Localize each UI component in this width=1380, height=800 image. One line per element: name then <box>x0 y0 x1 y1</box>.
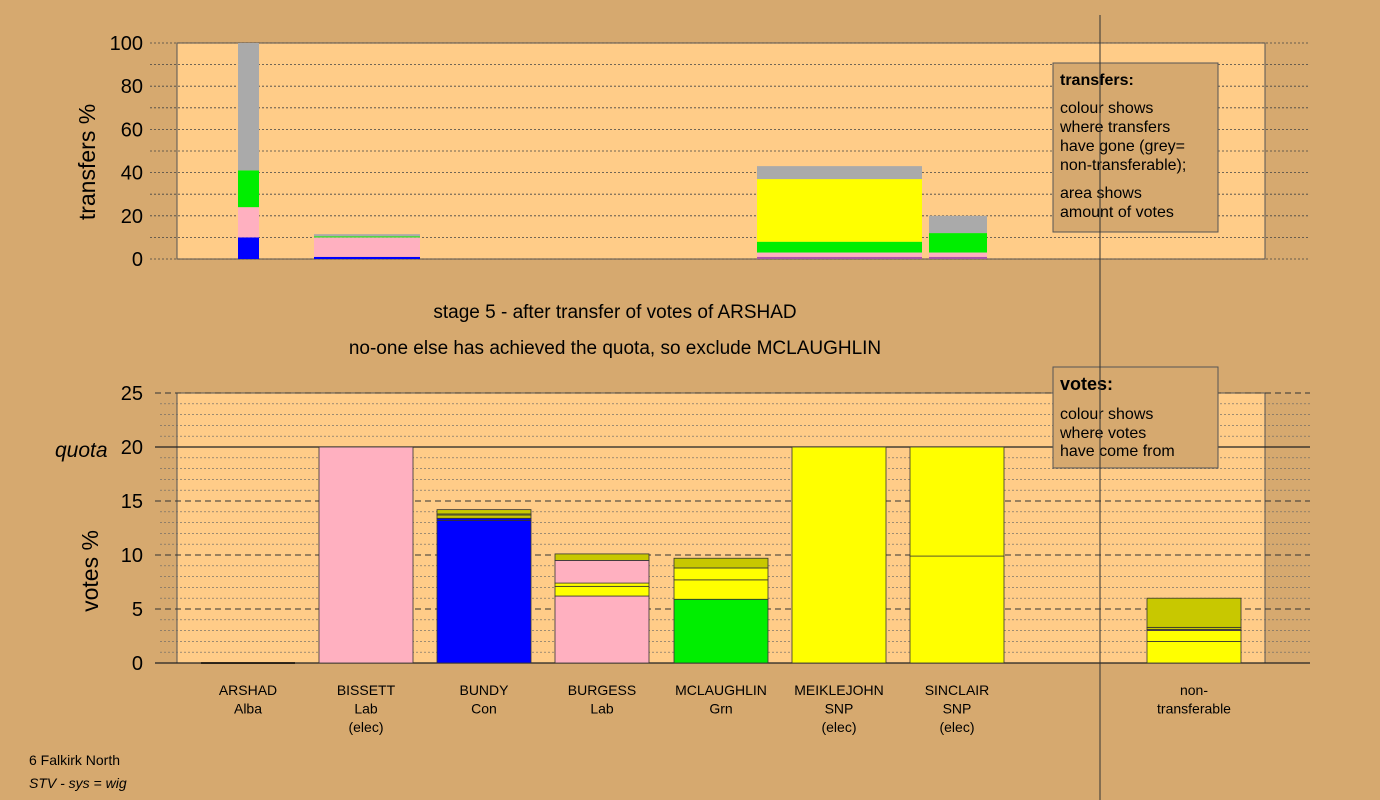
vote-segment <box>673 579 769 600</box>
transfer-segment <box>238 170 259 208</box>
transfers-legend-line: colour shows <box>1060 100 1153 117</box>
votes-legend: votes: colour shows where votes have com… <box>1052 366 1219 469</box>
vote-segment <box>791 446 887 664</box>
vote-segment <box>554 560 650 584</box>
transfers-legend-title: transfers: <box>1060 72 1134 89</box>
quota-label: quota <box>55 439 108 462</box>
vote-segment <box>554 595 650 664</box>
vote-segment <box>318 446 414 664</box>
transfers-y-tick-label: 60 <box>121 119 143 141</box>
candidate-label: non- <box>1180 682 1208 698</box>
transfer-segment <box>238 207 259 238</box>
vote-segment <box>554 553 650 561</box>
candidate-labels: ARSHAD Alba BISSETT Lab (elec) BUNDY Con BURGES… <box>219 682 1231 735</box>
ward-name: 6 Falkirk North <box>29 752 120 768</box>
transfer-segment <box>757 256 922 259</box>
vote-segment <box>554 582 650 587</box>
transfers-y-tick-label: 20 <box>121 206 143 228</box>
candidate-label: SNP <box>825 701 854 717</box>
candidate-label: Grn <box>709 701 732 717</box>
votes-y-tick-label: 15 <box>121 491 143 513</box>
transfers-bars <box>238 43 987 259</box>
transfer-segment <box>757 252 922 257</box>
transfer-segment <box>314 256 420 259</box>
candidate-label: (elec) <box>939 719 974 735</box>
transfer-segment <box>757 179 922 242</box>
transfers-panel: 0 20 40 60 80 100 transfers % transfers: colo… <box>74 33 1310 271</box>
transfer-segment <box>929 215 987 234</box>
votes-bars <box>201 446 1242 664</box>
vote-segment <box>909 555 1005 664</box>
exclusion-headline: no-one else has achieved the quota, so e… <box>349 338 881 359</box>
votes-y-axis-label: votes % <box>77 530 103 612</box>
transfer-segment <box>929 256 987 259</box>
candidate-label: Con <box>471 701 497 717</box>
vote-segment <box>554 585 650 597</box>
vote-segment <box>1146 641 1242 664</box>
transfers-legend-line: have gone (grey= <box>1060 138 1185 155</box>
candidate-label: Lab <box>590 701 614 717</box>
candidate-label: transferable <box>1157 701 1231 717</box>
votes-y-tick-label: 25 <box>121 383 143 405</box>
vote-segment <box>909 446 1005 557</box>
transfer-segment <box>929 252 987 257</box>
transfers-y-ticks: 0 20 40 60 80 100 <box>110 33 143 271</box>
candidate-label: BUNDY <box>459 682 509 698</box>
transfer-segment <box>314 234 420 237</box>
candidate-label: ARSHAD <box>219 682 277 698</box>
votes-y-tick-label: 5 <box>132 599 143 621</box>
transfer-segment <box>238 43 259 171</box>
votes-legend-title: votes: <box>1060 374 1113 394</box>
transfers-legend: transfers: colour shows where transfers … <box>1052 62 1219 233</box>
candidate-label: MEIKLEJOHN <box>794 682 883 698</box>
candidate-label: (elec) <box>348 719 383 735</box>
stage-headline: stage 5 - after transfer of votes of ARS… <box>433 302 796 323</box>
vote-segment <box>436 514 532 519</box>
vote-segment <box>673 598 769 664</box>
transfers-legend-line: amount of votes <box>1060 204 1174 221</box>
system-note: STV - sys = wig <box>29 775 127 791</box>
votes-panel: 0 5 10 15 20 25 ARSHAD Alba BISSETT Lab (elec) BUN… <box>55 366 1310 735</box>
vote-segment <box>436 520 532 664</box>
transfer-segment <box>314 236 420 238</box>
transfers-legend-box <box>1052 62 1219 233</box>
transfers-y-axis-label: transfers % <box>74 104 100 220</box>
transfers-y-tick-label: 40 <box>121 163 143 185</box>
votes-y-tick-label: 10 <box>121 545 143 567</box>
candidate-label: Alba <box>234 701 262 717</box>
transfers-legend-line: non-transferable); <box>1060 157 1186 174</box>
transfer-segment <box>314 237 420 257</box>
transfers-y-tick-label: 100 <box>110 33 143 55</box>
transfers-legend-line: area shows <box>1060 185 1142 202</box>
candidate-label: Lab <box>354 701 378 717</box>
transfers-y-tick-label: 0 <box>132 249 143 271</box>
transfer-segment <box>929 233 987 253</box>
votes-legend-line: where votes <box>1059 425 1146 442</box>
candidate-label: SNP <box>943 701 972 717</box>
vote-segment <box>436 509 532 515</box>
vote-segment <box>1146 597 1242 628</box>
vote-segment <box>1146 630 1242 642</box>
transfer-segment <box>757 166 922 180</box>
votes-legend-line: colour shows <box>1060 406 1153 423</box>
transfer-segment <box>238 237 259 259</box>
votes-legend-box <box>1052 366 1219 469</box>
transfer-segment <box>757 241 922 253</box>
vote-segment <box>673 567 769 581</box>
candidate-label: BURGESS <box>568 682 636 698</box>
votes-y-ticks: 0 5 10 15 20 25 <box>121 383 143 675</box>
votes-y-tick-label: 0 <box>132 653 143 675</box>
candidate-label: SINCLAIR <box>925 682 990 698</box>
candidate-label: BISSETT <box>337 682 396 698</box>
transfers-y-tick-label: 80 <box>121 76 143 98</box>
votes-legend-line: have come from <box>1060 443 1175 460</box>
votes-y-tick-label: 20 <box>121 437 143 459</box>
vote-segment <box>673 557 769 569</box>
candidate-label: (elec) <box>821 719 856 735</box>
candidate-label: MCLAUGHLIN <box>675 682 767 698</box>
transfers-legend-line: where transfers <box>1059 119 1170 136</box>
